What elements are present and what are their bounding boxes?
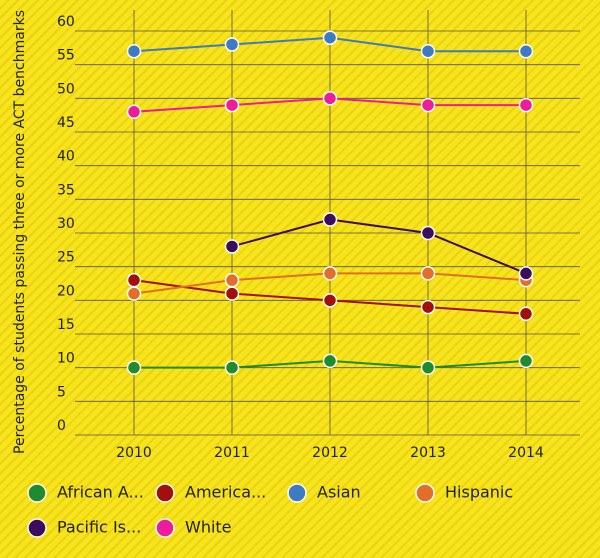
- y-tick-label: 50: [57, 81, 75, 97]
- point: [224, 239, 240, 254]
- point: [224, 272, 240, 288]
- point: [224, 97, 240, 113]
- y-tick-label: 0: [57, 418, 66, 434]
- x-tick-label: 2010: [116, 445, 152, 461]
- y-tick-label: 10: [57, 351, 75, 367]
- x-tick-label: 2013: [410, 445, 446, 461]
- legend-label: Pacific Is...: [57, 518, 141, 537]
- point: [420, 43, 436, 59]
- point: [224, 37, 240, 52]
- point: [518, 266, 534, 281]
- y-tick-label: 45: [57, 115, 75, 131]
- legend-marker: [27, 518, 47, 538]
- y-axis-label: Percentage of students passing three or …: [12, 10, 28, 454]
- y-tick-label: 55: [57, 48, 75, 64]
- point: [420, 225, 436, 241]
- point: [420, 97, 436, 113]
- point: [322, 293, 338, 308]
- legend-marker: [155, 483, 175, 503]
- y-tick-label: 60: [57, 14, 75, 30]
- point: [518, 97, 534, 113]
- point: [126, 104, 142, 120]
- y-tick-label: 15: [57, 317, 75, 333]
- point: [224, 286, 240, 301]
- x-tick-label: 2014: [508, 445, 544, 461]
- y-tick-label: 40: [57, 149, 75, 165]
- legend-label: Asian: [317, 483, 361, 502]
- point: [126, 360, 142, 375]
- point: [322, 91, 338, 106]
- point: [420, 360, 436, 375]
- point: [322, 353, 338, 369]
- y-tick-label: 20: [57, 283, 75, 299]
- point: [126, 286, 142, 301]
- point: [224, 360, 240, 375]
- y-tick-label: 30: [57, 216, 75, 232]
- point: [126, 272, 142, 288]
- x-tick-label: 2012: [312, 445, 348, 461]
- point: [322, 30, 338, 45]
- legend-label: America...: [185, 483, 266, 502]
- y-tick-label: 5: [57, 384, 66, 400]
- legend-marker: [415, 483, 435, 503]
- legend-label: Hispanic: [445, 483, 513, 502]
- y-tick-label: 25: [57, 250, 75, 266]
- point: [420, 299, 436, 315]
- point: [322, 212, 338, 227]
- x-tick-label: 2011: [214, 445, 250, 461]
- y-tick-label: 35: [57, 182, 75, 198]
- point: [518, 306, 534, 322]
- legend-marker: [27, 483, 47, 503]
- point: [518, 43, 534, 59]
- point: [322, 266, 338, 281]
- point: [518, 353, 534, 369]
- point: [420, 266, 436, 281]
- legend-label: White: [185, 518, 232, 537]
- legend-label: African A...: [57, 483, 144, 502]
- point: [126, 43, 142, 59]
- legend-marker: [287, 483, 307, 503]
- legend-marker: [155, 518, 175, 538]
- series-line: [231, 218, 527, 275]
